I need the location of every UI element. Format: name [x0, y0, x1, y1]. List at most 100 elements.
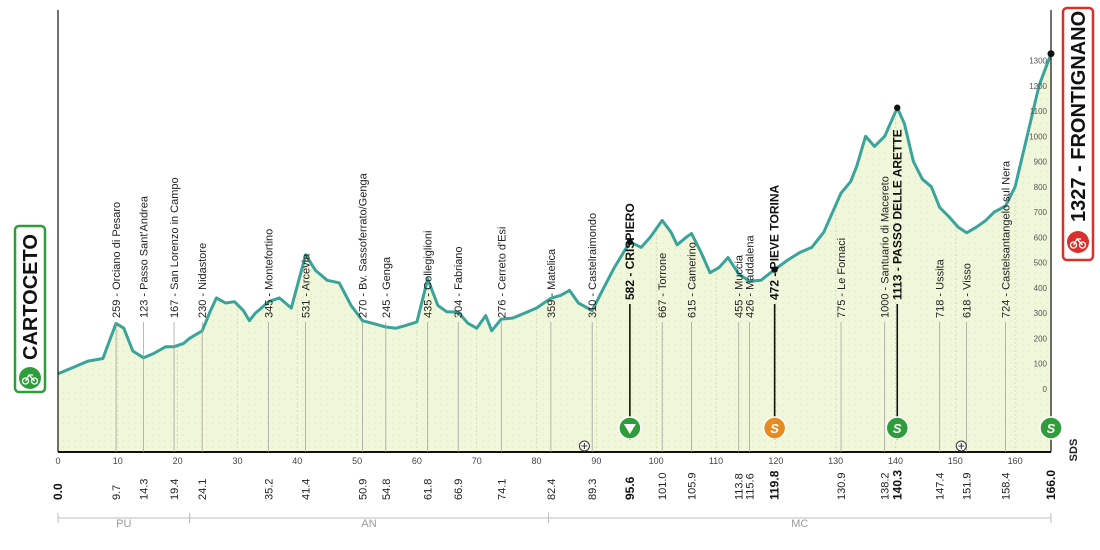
- elevation-tick-label: 1000: [1029, 132, 1047, 141]
- sprint-glyph: S: [770, 421, 779, 436]
- location-label: 310 - Castelraimondo: [587, 213, 599, 318]
- elevation-tick-label: 1100: [1030, 107, 1048, 116]
- location-label: 270 - Bv. Sassoferrato/Genga: [357, 172, 369, 318]
- km-tick-label: 10: [113, 456, 123, 466]
- location-label: 435 - Collegiglioni: [423, 231, 435, 318]
- elevation-tick-label: 300: [1034, 309, 1048, 318]
- location-km-label: 105.9: [686, 472, 698, 500]
- location-km-label: 158.4: [1001, 472, 1013, 500]
- location-km-label: 54.8: [381, 479, 393, 500]
- location-label: 230 - Nidastore: [197, 243, 209, 318]
- finish-kom-icon: [1039, 416, 1063, 440]
- location-labels: 259 - Orciano di Pesaro 123 - Passo Sant'…: [111, 104, 1013, 452]
- location-km-label: 66.9: [453, 479, 465, 500]
- location-point: [626, 238, 634, 246]
- location-km-label: 151.9: [962, 472, 974, 500]
- elevation-scale: 0 100 200 300 400 500 600 700 800 900 1000 1100 1200…: [1029, 57, 1047, 394]
- location-label: 345 - Montefortino: [264, 229, 276, 318]
- elevation-tick-label: 600: [1034, 233, 1048, 242]
- location-label: 618 - Visso: [962, 263, 974, 318]
- profile-fill-texture: [58, 53, 1051, 452]
- elevation-tick-label: 800: [1034, 183, 1048, 192]
- km-tick-label: 0: [55, 456, 60, 466]
- location-label: 304 - Fabriano: [453, 246, 465, 318]
- location-label: 667 - Torrone: [657, 253, 669, 318]
- location-label: 718 - Ussita: [935, 258, 947, 318]
- location-km-label: 119.8: [768, 470, 782, 500]
- location-label: 426 - Maddalena: [745, 235, 757, 318]
- location-km-label: 9.7: [111, 485, 123, 500]
- elevation-tick-label: 0: [1043, 385, 1048, 394]
- km-tick-label: 30: [232, 456, 242, 466]
- location-km-label: 24.1: [197, 479, 209, 500]
- sprint-icon: [762, 416, 787, 440]
- location-point: [894, 104, 901, 111]
- location-km-label: 95.6: [623, 476, 637, 500]
- region-label: AN: [361, 518, 376, 530]
- location-label: 531 - Arcevia: [301, 253, 313, 318]
- location-km-label: 41.4: [301, 479, 313, 500]
- region-label: MC: [791, 518, 808, 530]
- km-tick-label: 100: [649, 456, 664, 466]
- km-tick-label: 160: [1008, 456, 1023, 466]
- location-label: 582 - CRISPIERO: [623, 203, 637, 300]
- elevation-tick-label: 500: [1034, 259, 1048, 268]
- start-box: CARTOCETO: [13, 224, 47, 394]
- location-km-label: 147.4: [935, 472, 947, 500]
- km-tick-label: 130: [828, 456, 843, 466]
- elevation-tick-label: 100: [1034, 360, 1048, 369]
- location-km-label: 138.2: [880, 472, 892, 500]
- km-tick-label: 150: [948, 456, 963, 466]
- location-km-label: 82.4: [546, 479, 558, 500]
- km-tick-label: 20: [173, 456, 183, 466]
- location-label: 259 - Orciano di Pesaro: [111, 202, 123, 318]
- km-tick-label: 60: [412, 456, 422, 466]
- location-point: [771, 266, 778, 273]
- km-tick-label: 110: [709, 456, 723, 466]
- region-bands: PU AN MC: [57, 513, 1052, 530]
- km-ticks: 0 10 20 30 40 50 60 70 80 90 100 110 120 130 140 150 160: [55, 456, 1022, 466]
- location-km-label: 130.9: [836, 472, 848, 500]
- location-km-label: 89.3: [587, 479, 599, 500]
- location-label: 245 - Genga: [381, 256, 393, 318]
- location-km-label: 113.8: [734, 473, 746, 500]
- finish-point: [1047, 50, 1055, 58]
- location-label: 167 - San Lorenzo in Campo: [169, 177, 181, 318]
- location-km-label: 14.3: [139, 479, 151, 500]
- location-label: 276 - Cerreto d'Esi: [496, 227, 508, 318]
- finish-bike-icon: [1067, 231, 1089, 253]
- profile-area: [58, 53, 1051, 452]
- km-tick-label: 80: [532, 456, 542, 466]
- baseline: [57, 10, 1055, 453]
- location-label: 123 - Passo Sant'Andrea: [139, 195, 151, 318]
- elevation-tick-label: 900: [1034, 158, 1048, 167]
- start-bike-icon: [19, 367, 41, 389]
- location-km-label: 61.8: [423, 479, 435, 500]
- elevation-tick-label: 400: [1034, 284, 1048, 293]
- location-label: 455 - Muccia: [734, 254, 746, 318]
- location-label: 472 - PIEVE TORINA: [768, 185, 782, 300]
- finish-name: 1327 - FRONTIGNANO: [1068, 11, 1090, 222]
- location-km-label: 35.2: [264, 479, 276, 500]
- sds-logo: SDS: [1068, 439, 1080, 462]
- start-name: CARTOCETO: [20, 234, 42, 360]
- location-km-label: 115.6: [745, 473, 757, 500]
- region-label: PU: [116, 518, 131, 530]
- elevation-tick-label: 1200: [1029, 82, 1047, 91]
- elevation-tick-label: 1300: [1029, 57, 1047, 66]
- km-tick-label: 50: [352, 456, 362, 466]
- km-tick-label: 120: [768, 456, 783, 466]
- location-km-label: 19.4: [169, 479, 181, 500]
- location-km-label: 50.9: [357, 479, 369, 500]
- feed-zone-glyph: [623, 424, 636, 434]
- finish-km-label: 166.0: [1044, 470, 1058, 500]
- finish-box: 1327 - FRONTIGNANO: [1061, 6, 1095, 262]
- km-gridlines: [117, 111, 1016, 452]
- km-tick-label: 90: [591, 456, 601, 466]
- km-tick-label: 70: [472, 456, 482, 466]
- elevation-tick-label: 700: [1034, 208, 1048, 217]
- location-label: 724 - Castelsantangelo sul Nera: [1001, 160, 1013, 318]
- kom-glyph: S: [893, 421, 902, 436]
